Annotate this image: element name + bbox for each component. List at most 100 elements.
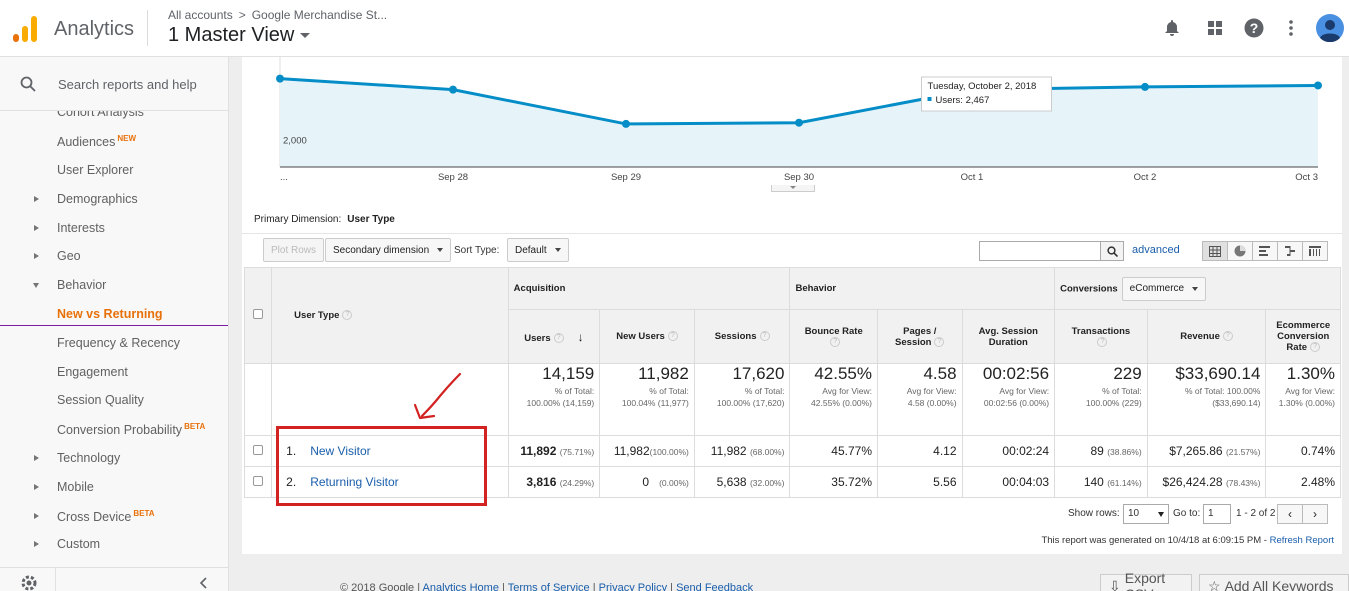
conversions-dropdown[interactable]: eCommerce (1121, 276, 1207, 301)
main-content: 2,000... Sep 28 Sep 29 Sep 30 Oct 1 Oct 2 Oct … (230, 57, 1349, 591)
show-rows-select[interactable]: 10 (1123, 504, 1169, 524)
column-header-avg-session-duration[interactable]: Avg. Session Duration (961, 309, 1056, 364)
footer-link-terms[interactable]: Terms of Service (507, 582, 590, 591)
secondary-dimension-dropdown[interactable]: Secondary dimension (325, 238, 452, 262)
sidebar-item-audiences[interactable]: Audiences NEW (0, 127, 228, 155)
more-vert-icon[interactable] (1279, 16, 1303, 40)
row-checkbox[interactable] (253, 445, 264, 455)
help-icon[interactable]: ? (934, 336, 945, 347)
analytics-logo[interactable] (13, 16, 39, 42)
column-header-pages-session[interactable]: Pages / Session? (877, 309, 963, 364)
svg-text:?: ? (1250, 20, 1259, 36)
chart-x-tick: Sep 28 (438, 172, 468, 183)
pagination-controls: ‹ › (1277, 504, 1328, 524)
refresh-report-link[interactable]: Refresh Report (1269, 535, 1334, 546)
sidebar-item-session-quality[interactable]: Session Quality (0, 386, 228, 414)
sidebar-search[interactable]: Search reports and help (0, 57, 228, 111)
help-icon[interactable]: ? (342, 310, 353, 321)
breadcrumb[interactable]: All accounts > Google Merchandise St... (168, 8, 387, 22)
footer-link-feedback[interactable]: Send Feedback (676, 582, 754, 591)
help-icon[interactable]: ? (1097, 336, 1108, 347)
footer-link-privacy[interactable]: Privacy Policy (598, 582, 668, 591)
next-page-icon[interactable]: › (1302, 504, 1328, 524)
select-all-cell (243, 267, 273, 364)
column-header-revenue[interactable]: Revenue? (1146, 309, 1267, 364)
chart-point (622, 119, 630, 128)
sidebar-item-conversion-probability[interactable]: Conversion Probability BETA (0, 415, 228, 443)
pie-chart-view-icon[interactable] (1227, 241, 1253, 261)
table-view-icon[interactable] (1202, 241, 1228, 261)
goto-input[interactable]: 1 (1203, 504, 1231, 524)
divider (147, 10, 148, 46)
collapse-sidebar-chevron-icon[interactable] (200, 577, 208, 589)
help-icon[interactable]: ? (759, 331, 770, 342)
total-detail: 1.30% (0.00%) (1278, 398, 1335, 408)
avatar[interactable] (1316, 14, 1344, 42)
help-icon[interactable]: ? (1310, 342, 1321, 353)
report-panel: 2,000... Sep 28 Sep 29 Sep 30 Oct 1 Oct 2 Oct … (242, 57, 1342, 554)
sidebar-item-new-vs-returning[interactable]: New vs Returning (0, 300, 228, 328)
export-csv-button[interactable]: ⇩Export CSV (1100, 570, 1192, 591)
prev-page-icon[interactable]: ‹ (1277, 504, 1303, 524)
advanced-link[interactable]: advanced (1132, 244, 1180, 256)
sidebar-item-frequency-recency[interactable]: Frequency & Recency (0, 329, 228, 357)
sidebar-item-geo[interactable]: Geo (0, 242, 228, 270)
sidebar-item-custom[interactable]: Custom (0, 530, 228, 558)
chevron-down-icon (1192, 286, 1199, 291)
breadcrumb-property[interactable]: Google Merchandise St... (251, 8, 388, 22)
column-header-bounce-rate[interactable]: Bounce Rate? (789, 309, 878, 364)
behavior-group-header: Behavior (789, 267, 1056, 310)
total-transactions: 229 % of Total: 100.00% (229) (1054, 363, 1148, 436)
sidebar-item-mobile[interactable]: Mobile (0, 473, 228, 501)
users-over-time-chart[interactable]: 2,000... Sep 28 Sep 29 Sep 30 Oct 1 Oct 2 Oct … (260, 57, 1336, 197)
help-icon[interactable]: ? (1222, 331, 1233, 342)
column-header-users[interactable]: Users? ↓ (507, 309, 601, 364)
sidebar-item-engagement[interactable]: Engagement (0, 358, 228, 386)
sidebar-item-cross-device[interactable]: Cross Device BETA (0, 502, 228, 530)
table-search-button[interactable] (1100, 241, 1124, 261)
sort-descending-icon[interactable]: ↓ (577, 329, 584, 344)
performance-view-icon[interactable] (1252, 241, 1278, 261)
help-icon[interactable]: ? (1242, 16, 1266, 40)
sidebar-item-behavior[interactable]: Behavior (0, 271, 228, 299)
chart-collapse-handle[interactable] (771, 185, 815, 192)
pivot-view-icon[interactable] (1302, 241, 1328, 261)
row-link-returning-visitor[interactable]: Returning Visitor (310, 475, 399, 489)
column-header-transactions[interactable]: Transactions? (1054, 309, 1148, 364)
notifications-bell-icon[interactable] (1160, 16, 1184, 40)
view-selector[interactable]: 1 Master View (168, 24, 311, 47)
column-header-new-users[interactable]: New Users? (599, 309, 695, 364)
column-header-sessions[interactable]: Sessions? (693, 309, 791, 364)
sidebar-item-technology[interactable]: Technology (0, 444, 228, 472)
settings-gear-icon[interactable] (20, 574, 38, 591)
table-search-input[interactable] (979, 241, 1101, 261)
add-all-keywords-button[interactable]: ☆ Add All Keywords (1199, 574, 1349, 591)
page-footer: © 2018 Google | Analytics Home | Terms o… (340, 582, 753, 591)
row-bounce-rate: 45.77% (789, 435, 878, 467)
search-input[interactable]: Search reports and help (58, 77, 197, 92)
breadcrumb-accounts[interactable]: All accounts (168, 8, 233, 22)
dimension-header[interactable]: User Type? (271, 267, 509, 364)
row-conversion-rate: 0.74% (1265, 435, 1341, 467)
row-conversion-rate: 2.48% (1265, 466, 1341, 498)
sort-type-dropdown[interactable]: Default (507, 238, 569, 262)
sidebar-item-demographics[interactable]: Demographics (0, 185, 228, 213)
row-checkbox[interactable] (253, 476, 264, 486)
help-icon[interactable]: ? (667, 331, 678, 342)
comparison-view-icon[interactable] (1277, 241, 1303, 261)
expand-triangle-icon (34, 225, 39, 231)
row-link-new-visitor[interactable]: New Visitor (310, 444, 371, 458)
totals-spacer (271, 363, 509, 436)
sidebar-item-interests[interactable]: Interests (0, 214, 228, 242)
help-icon[interactable]: ? (553, 332, 564, 343)
primary-dimension-value[interactable]: User Type (347, 214, 395, 225)
plot-rows-button[interactable]: Plot Rows (263, 238, 325, 262)
chart-point (276, 74, 284, 83)
footer-link-analytics-home[interactable]: Analytics Home (422, 582, 499, 591)
column-header-conversion-rate[interactable]: Ecommerce Conversion Rate? (1265, 309, 1341, 364)
sidebar-item-user-explorer[interactable]: User Explorer (0, 156, 228, 184)
select-all-checkbox[interactable] (253, 309, 264, 319)
chart-x-tick: ... (280, 172, 288, 183)
apps-grid-icon[interactable] (1203, 16, 1227, 40)
help-icon[interactable]: ? (830, 336, 841, 347)
